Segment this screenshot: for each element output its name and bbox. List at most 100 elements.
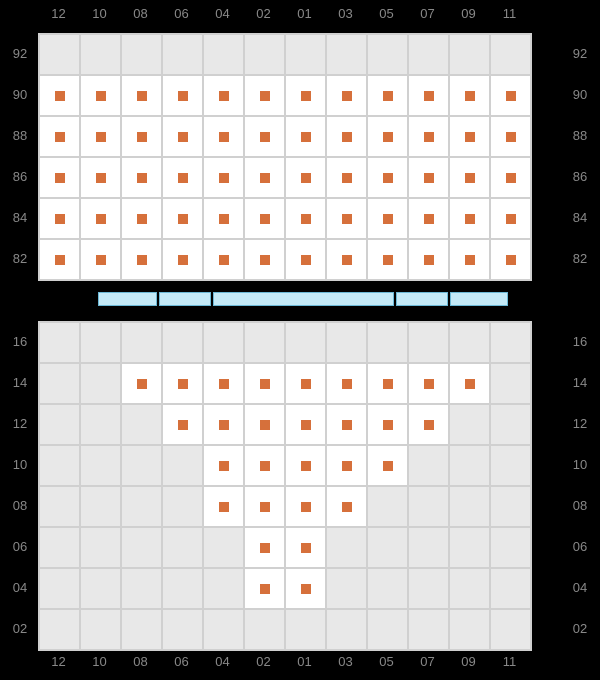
seat-marker[interactable] bbox=[383, 173, 393, 183]
seat-marker[interactable] bbox=[506, 91, 516, 101]
seat-marker[interactable] bbox=[465, 91, 475, 101]
seat-marker[interactable] bbox=[465, 255, 475, 265]
seat-marker[interactable] bbox=[342, 255, 352, 265]
seat-marker[interactable] bbox=[178, 420, 188, 430]
seat-marker[interactable] bbox=[301, 132, 311, 142]
seat-marker[interactable] bbox=[260, 173, 270, 183]
seat-marker[interactable] bbox=[55, 255, 65, 265]
seat-marker[interactable] bbox=[424, 132, 434, 142]
grid-cell bbox=[367, 363, 408, 404]
seat-marker[interactable] bbox=[55, 214, 65, 224]
seat-marker[interactable] bbox=[260, 379, 270, 389]
seat-marker[interactable] bbox=[342, 214, 352, 224]
seat-marker[interactable] bbox=[383, 214, 393, 224]
seat-marker[interactable] bbox=[342, 461, 352, 471]
column-label: 02 bbox=[243, 6, 284, 26]
seat-marker[interactable] bbox=[137, 132, 147, 142]
seat-marker[interactable] bbox=[424, 379, 434, 389]
seat-marker[interactable] bbox=[424, 255, 434, 265]
grid-cell bbox=[490, 609, 531, 650]
seat-marker[interactable] bbox=[342, 132, 352, 142]
grid-cell bbox=[408, 157, 449, 198]
seat-marker[interactable] bbox=[260, 502, 270, 512]
seat-marker[interactable] bbox=[178, 214, 188, 224]
seat-marker[interactable] bbox=[219, 502, 229, 512]
seat-marker[interactable] bbox=[137, 255, 147, 265]
seat-marker[interactable] bbox=[96, 132, 106, 142]
seat-marker[interactable] bbox=[506, 214, 516, 224]
seat-marker[interactable] bbox=[301, 255, 311, 265]
seat-marker[interactable] bbox=[424, 214, 434, 224]
seat-marker[interactable] bbox=[137, 173, 147, 183]
column-label: 09 bbox=[448, 6, 489, 26]
seat-marker[interactable] bbox=[465, 132, 475, 142]
seat-marker[interactable] bbox=[383, 132, 393, 142]
seat-marker[interactable] bbox=[383, 420, 393, 430]
seat-marker[interactable] bbox=[383, 255, 393, 265]
seat-marker[interactable] bbox=[465, 214, 475, 224]
seat-marker[interactable] bbox=[260, 461, 270, 471]
seat-marker[interactable] bbox=[219, 91, 229, 101]
seat-marker[interactable] bbox=[96, 214, 106, 224]
seat-marker[interactable] bbox=[96, 91, 106, 101]
seat-marker[interactable] bbox=[301, 173, 311, 183]
seat-marker[interactable] bbox=[342, 420, 352, 430]
seat-marker[interactable] bbox=[178, 379, 188, 389]
seat-marker[interactable] bbox=[219, 379, 229, 389]
seat-marker[interactable] bbox=[55, 132, 65, 142]
seat-marker[interactable] bbox=[301, 91, 311, 101]
seat-marker[interactable] bbox=[506, 173, 516, 183]
seat-marker[interactable] bbox=[219, 173, 229, 183]
seat-marker[interactable] bbox=[383, 461, 393, 471]
seat-marker[interactable] bbox=[465, 173, 475, 183]
seat-marker[interactable] bbox=[137, 214, 147, 224]
seat-marker[interactable] bbox=[55, 173, 65, 183]
divider-segment bbox=[159, 292, 211, 306]
seat-marker[interactable] bbox=[178, 132, 188, 142]
seat-marker[interactable] bbox=[301, 502, 311, 512]
grid-cell bbox=[203, 116, 244, 157]
seat-marker[interactable] bbox=[219, 461, 229, 471]
seat-marker[interactable] bbox=[219, 214, 229, 224]
seat-marker[interactable] bbox=[260, 91, 270, 101]
seat-marker[interactable] bbox=[383, 379, 393, 389]
seat-marker[interactable] bbox=[506, 255, 516, 265]
grid-cell bbox=[121, 568, 162, 609]
seat-marker[interactable] bbox=[137, 379, 147, 389]
seat-marker[interactable] bbox=[301, 420, 311, 430]
seat-marker[interactable] bbox=[342, 91, 352, 101]
seat-marker[interactable] bbox=[260, 255, 270, 265]
seat-marker[interactable] bbox=[506, 132, 516, 142]
seat-marker[interactable] bbox=[260, 214, 270, 224]
seat-marker[interactable] bbox=[301, 461, 311, 471]
seat-marker[interactable] bbox=[260, 584, 270, 594]
seat-marker[interactable] bbox=[55, 91, 65, 101]
seat-marker[interactable] bbox=[219, 255, 229, 265]
seat-marker[interactable] bbox=[301, 214, 311, 224]
grid-cell bbox=[367, 322, 408, 363]
seat-marker[interactable] bbox=[342, 379, 352, 389]
seat-marker[interactable] bbox=[301, 543, 311, 553]
seat-marker[interactable] bbox=[301, 379, 311, 389]
seat-marker[interactable] bbox=[342, 502, 352, 512]
column-label: 03 bbox=[325, 654, 366, 674]
seat-marker[interactable] bbox=[301, 584, 311, 594]
seat-marker[interactable] bbox=[260, 420, 270, 430]
seat-marker[interactable] bbox=[178, 173, 188, 183]
seat-marker[interactable] bbox=[260, 543, 270, 553]
seat-marker[interactable] bbox=[260, 132, 270, 142]
seat-marker[interactable] bbox=[219, 132, 229, 142]
seat-marker[interactable] bbox=[96, 255, 106, 265]
grid-cell bbox=[80, 486, 121, 527]
seat-marker[interactable] bbox=[219, 420, 229, 430]
seat-marker[interactable] bbox=[178, 91, 188, 101]
seat-marker[interactable] bbox=[465, 379, 475, 389]
seat-marker[interactable] bbox=[96, 173, 106, 183]
seat-marker[interactable] bbox=[424, 420, 434, 430]
seat-marker[interactable] bbox=[137, 91, 147, 101]
seat-marker[interactable] bbox=[178, 255, 188, 265]
seat-marker[interactable] bbox=[424, 91, 434, 101]
seat-marker[interactable] bbox=[342, 173, 352, 183]
seat-marker[interactable] bbox=[424, 173, 434, 183]
seat-marker[interactable] bbox=[383, 91, 393, 101]
